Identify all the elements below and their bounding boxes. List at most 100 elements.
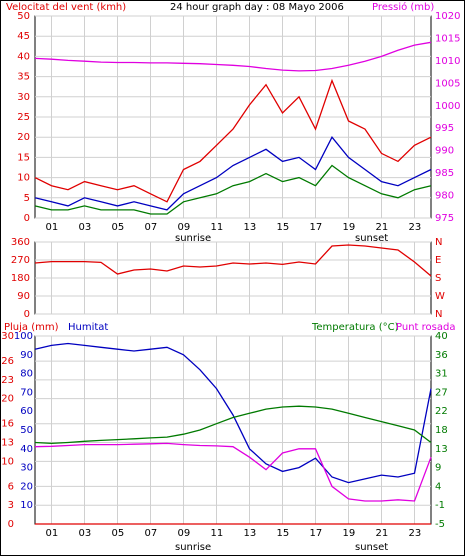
y-tick-right: W (435, 291, 445, 302)
x-tick-label: 19 (343, 222, 356, 233)
x-tick-label: 05 (112, 528, 125, 539)
y-tick-humidity: 80 (20, 369, 33, 380)
y-tick-right: 40 (435, 331, 448, 342)
y-tick-right: S (435, 273, 441, 284)
y-tick-humidity: 40 (20, 444, 33, 455)
y-tick-left: 0 (8, 519, 14, 530)
y-tick-right: 36 (435, 350, 448, 361)
y-tick-left: 10 (17, 173, 30, 184)
x-tick-label: 21 (376, 222, 389, 233)
x-tick-label: 13 (244, 222, 257, 233)
y-tick-right: 995 (435, 123, 454, 134)
x-tick-label: 03 (79, 528, 92, 539)
y-tick-left: 20 (17, 132, 30, 143)
y-tick-left: 20 (1, 394, 14, 405)
y-tick-left: 26 (1, 356, 14, 367)
y-tick-left: 45 (17, 31, 30, 42)
y-tick-left: 13 (1, 438, 14, 449)
x-tick-label: 13 (244, 528, 257, 539)
rain-axis-title: Pluja (mm) (4, 322, 59, 333)
x-tick-label: 23 (409, 528, 422, 539)
y-tick-left: 180 (11, 273, 30, 284)
y-tick-left: 270 (11, 255, 30, 266)
y-tick-right: 1015 (435, 33, 460, 44)
series-line-humitat (34, 342, 432, 484)
y-tick-humidity: 70 (20, 387, 33, 398)
series-line-direcci- (34, 164, 432, 215)
series-line-direcci-vent (34, 244, 432, 277)
y-tick-right: 13 (435, 444, 448, 455)
y-tick-right: 18 (435, 425, 448, 436)
y-tick-left: 10 (1, 456, 14, 467)
y-tick-humidity: 20 (20, 481, 33, 492)
chart-title: 24 hour graph day : 08 Mayo 2006 (170, 2, 344, 13)
y-tick-right: 1000 (435, 101, 460, 112)
y-tick-right: 980 (435, 191, 454, 202)
y-tick-humidity: 90 (20, 350, 33, 361)
y-tick-left: 360 (11, 237, 30, 248)
sunset-label: sunset (355, 233, 388, 244)
temperature-axis-title: Temperatura (°C) (311, 322, 399, 333)
y-tick-left: 0 (24, 213, 30, 224)
sunset-label-bottom: sunset (355, 542, 388, 553)
y-tick-left: 25 (17, 112, 30, 123)
y-tick-right: 975 (435, 213, 454, 224)
wind-axis-title: Velocitat del vent (kmh) (6, 2, 126, 13)
y-tick-right: 27 (435, 387, 448, 398)
y-tick-left: 3 (8, 500, 14, 511)
series-line-mitjana (34, 136, 432, 211)
wind-pressure-panel: Velocitat del vent (kmh) 24 hour graph d… (6, 1, 460, 244)
y-tick-left: 30 (17, 92, 30, 103)
y-tick-humidity: 100 (14, 331, 33, 342)
y-tick-left: 40 (17, 51, 30, 62)
x-tick-label: 19 (343, 528, 356, 539)
x-tick-label: 01 (46, 222, 59, 233)
x-tick-label: 17 (310, 528, 323, 539)
x-tick-label: 01 (46, 528, 59, 539)
y-tick-right: 990 (435, 146, 454, 157)
y-tick-right: 9 (435, 463, 441, 474)
temperature-humidity-panel: Pluja (mm) Humitat Temperatura (°C) Punt… (1, 322, 455, 553)
y-tick-right: 4 (435, 481, 441, 492)
y-tick-left: 5 (24, 193, 30, 204)
y-tick-left: 23 (1, 375, 14, 386)
y-tick-right: 1005 (435, 78, 460, 89)
y-tick-humidity: 10 (20, 500, 33, 511)
y-tick-left: 90 (17, 291, 30, 302)
x-tick-label: 17 (310, 222, 323, 233)
series-line-punt-rosada (34, 442, 432, 502)
y-tick-humidity: 30 (20, 463, 33, 474)
x-tick-label: 21 (376, 528, 389, 539)
y-tick-humidity: 50 (20, 425, 33, 436)
y-tick-right: N (435, 309, 442, 320)
y-tick-left: 6 (8, 481, 14, 492)
y-tick-right: N (435, 237, 442, 248)
y-tick-right: 985 (435, 168, 454, 179)
x-tick-label: 09 (178, 222, 191, 233)
y-tick-right: E (435, 255, 441, 266)
x-tick-label: 07 (145, 222, 158, 233)
x-tick-label: 09 (178, 528, 191, 539)
x-tick-label: 15 (277, 528, 290, 539)
x-tick-label: 15 (277, 222, 290, 233)
sunrise-label-bottom: sunrise (175, 542, 211, 553)
x-tick-label: 23 (409, 222, 422, 233)
y-tick-left: 0 (24, 309, 30, 320)
y-tick-right: 22 (435, 406, 448, 417)
dewpoint-axis-title: Punt rosada (396, 322, 455, 333)
x-tick-label: 03 (79, 222, 92, 233)
sunrise-label: sunrise (175, 233, 211, 244)
y-tick-right: 31 (435, 369, 448, 380)
series-line-ratxa (34, 78, 432, 203)
series-line-pressi- (34, 41, 432, 72)
y-tick-humidity: 60 (20, 406, 33, 417)
x-tick-label: 05 (112, 222, 125, 233)
series-line-temperatura (34, 405, 432, 445)
y-tick-right: -1 (435, 500, 445, 511)
y-tick-left: 15 (17, 152, 30, 163)
y-tick-left: 50 (17, 11, 30, 22)
y-tick-left: 35 (17, 72, 30, 83)
y-tick-right: -5 (435, 519, 445, 530)
